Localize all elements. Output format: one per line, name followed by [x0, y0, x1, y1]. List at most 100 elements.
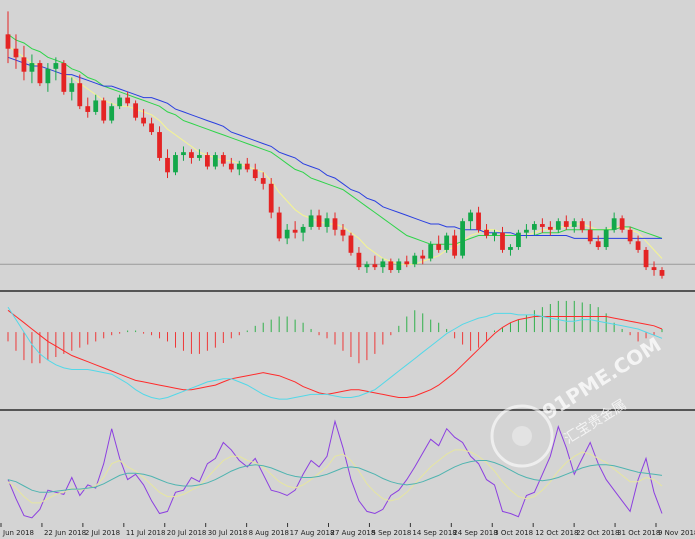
candle-body: [539, 224, 545, 227]
candle-body: [412, 255, 418, 265]
candle-body: [340, 229, 346, 236]
moving-average-line-3: [7, 56, 662, 239]
candle-body: [173, 155, 178, 173]
candle-body: [77, 83, 83, 107]
candle-body: [141, 117, 146, 124]
x-axis-tick-label: 5 Sep 2018: [371, 529, 411, 537]
x-axis-tick-label: 11 Jul 2018: [126, 529, 166, 537]
x-axis-tick-label: 2 Jul 2018: [85, 529, 120, 537]
candle-body: [165, 157, 170, 173]
candle-body: [531, 224, 537, 230]
candle-body: [332, 218, 338, 230]
candle-body: [611, 218, 617, 230]
x-axis-tick-label: 14 Sep 2018: [412, 529, 456, 537]
candle-body: [420, 255, 426, 259]
x-axis-tick-label: 30 Jul 2018: [208, 529, 248, 537]
x-axis-tick-label: 8 Aug 2018: [249, 529, 289, 537]
candle-body: [197, 155, 202, 158]
candle-body: [619, 218, 625, 230]
candle-body: [45, 68, 51, 84]
candle-body: [101, 100, 107, 121]
candle-body: [524, 229, 529, 233]
x-axis-tick-label: 12 Oct 2018: [535, 529, 578, 537]
candle-body: [220, 155, 226, 164]
candle-body: [468, 212, 473, 222]
candle-body: [149, 123, 154, 133]
candle-body: [571, 221, 577, 227]
candle-body: [516, 232, 521, 248]
candle-body: [428, 244, 434, 259]
candle-body: [348, 235, 354, 253]
candle-body: [595, 241, 601, 248]
candle-body: [85, 106, 91, 112]
candle-body: [5, 34, 11, 49]
x-axis-tick-label: 27 Aug 2018: [331, 529, 376, 537]
candle-body: [284, 229, 290, 239]
candle-body: [228, 163, 234, 170]
candle-body: [555, 221, 561, 230]
x-axis-tick-label: 9 Nov 2018: [658, 529, 695, 537]
candle-body: [643, 249, 649, 268]
candle-body: [21, 57, 27, 72]
candle-body: [308, 215, 314, 227]
candle-body: [212, 155, 218, 167]
moving-average-line-2: [7, 33, 663, 245]
candle-body: [603, 229, 609, 248]
candle-body: [189, 152, 194, 158]
candle-body: [444, 235, 450, 250]
candle-body: [276, 212, 282, 239]
candle-body: [372, 264, 378, 268]
candle-body: [13, 48, 19, 58]
candle-body: [579, 221, 585, 230]
candle-body: [484, 229, 489, 236]
candle-body: [651, 267, 657, 271]
candle-body: [324, 218, 330, 227]
candle-body: [181, 152, 186, 156]
oscillator-line-3: [7, 460, 663, 493]
x-axis-tick-label: 31 Oct 2018: [617, 529, 660, 537]
candle-body: [659, 270, 665, 276]
candle-body: [508, 247, 513, 250]
candle-body: [157, 132, 162, 158]
candle-body: [380, 261, 386, 268]
candle-body: [236, 163, 242, 170]
candle-body: [204, 155, 210, 167]
watermark: 91PME.COM 汇宝贵金属: [490, 332, 665, 468]
x-axis-tick-label: 3 Oct 2018: [494, 529, 533, 537]
oscillator-line-1: [7, 419, 663, 519]
candle-body: [563, 221, 569, 227]
candle-body: [300, 226, 306, 233]
macd-panel: [7, 300, 663, 400]
candle-body: [627, 229, 633, 242]
candle-body: [500, 232, 505, 250]
candle-body: [133, 103, 139, 118]
x-axis-tick-label: 24 Sep 2018: [453, 529, 497, 537]
candle-body: [53, 63, 59, 69]
candle-body: [476, 212, 481, 230]
macd-line-2: [7, 306, 663, 400]
candle-body: [316, 215, 322, 227]
candle-body: [37, 63, 43, 84]
candle-body: [252, 169, 258, 179]
candle-body: [93, 100, 99, 112]
candle-body: [292, 229, 298, 233]
x-axis-tick-label: 20 Jul 2018: [167, 529, 207, 537]
oscillator-line-2: [7, 449, 663, 504]
x-axis-tick-label: 22 Oct 2018: [576, 529, 619, 537]
x-axis-tick-label: 22 Jun 2018: [44, 529, 86, 537]
candle-body: [125, 97, 131, 104]
x-axis-tick-label: 17 Aug 2018: [290, 529, 335, 537]
candle-body: [117, 97, 123, 107]
candle-body: [436, 244, 442, 250]
candle-body: [268, 183, 274, 213]
candle-body: [452, 235, 458, 256]
candle-body: [109, 106, 115, 121]
candle-body: [260, 178, 266, 184]
candle-body: [492, 232, 497, 236]
candle-body: [364, 264, 370, 268]
candle-body: [29, 63, 35, 72]
candle-body: [356, 252, 362, 268]
